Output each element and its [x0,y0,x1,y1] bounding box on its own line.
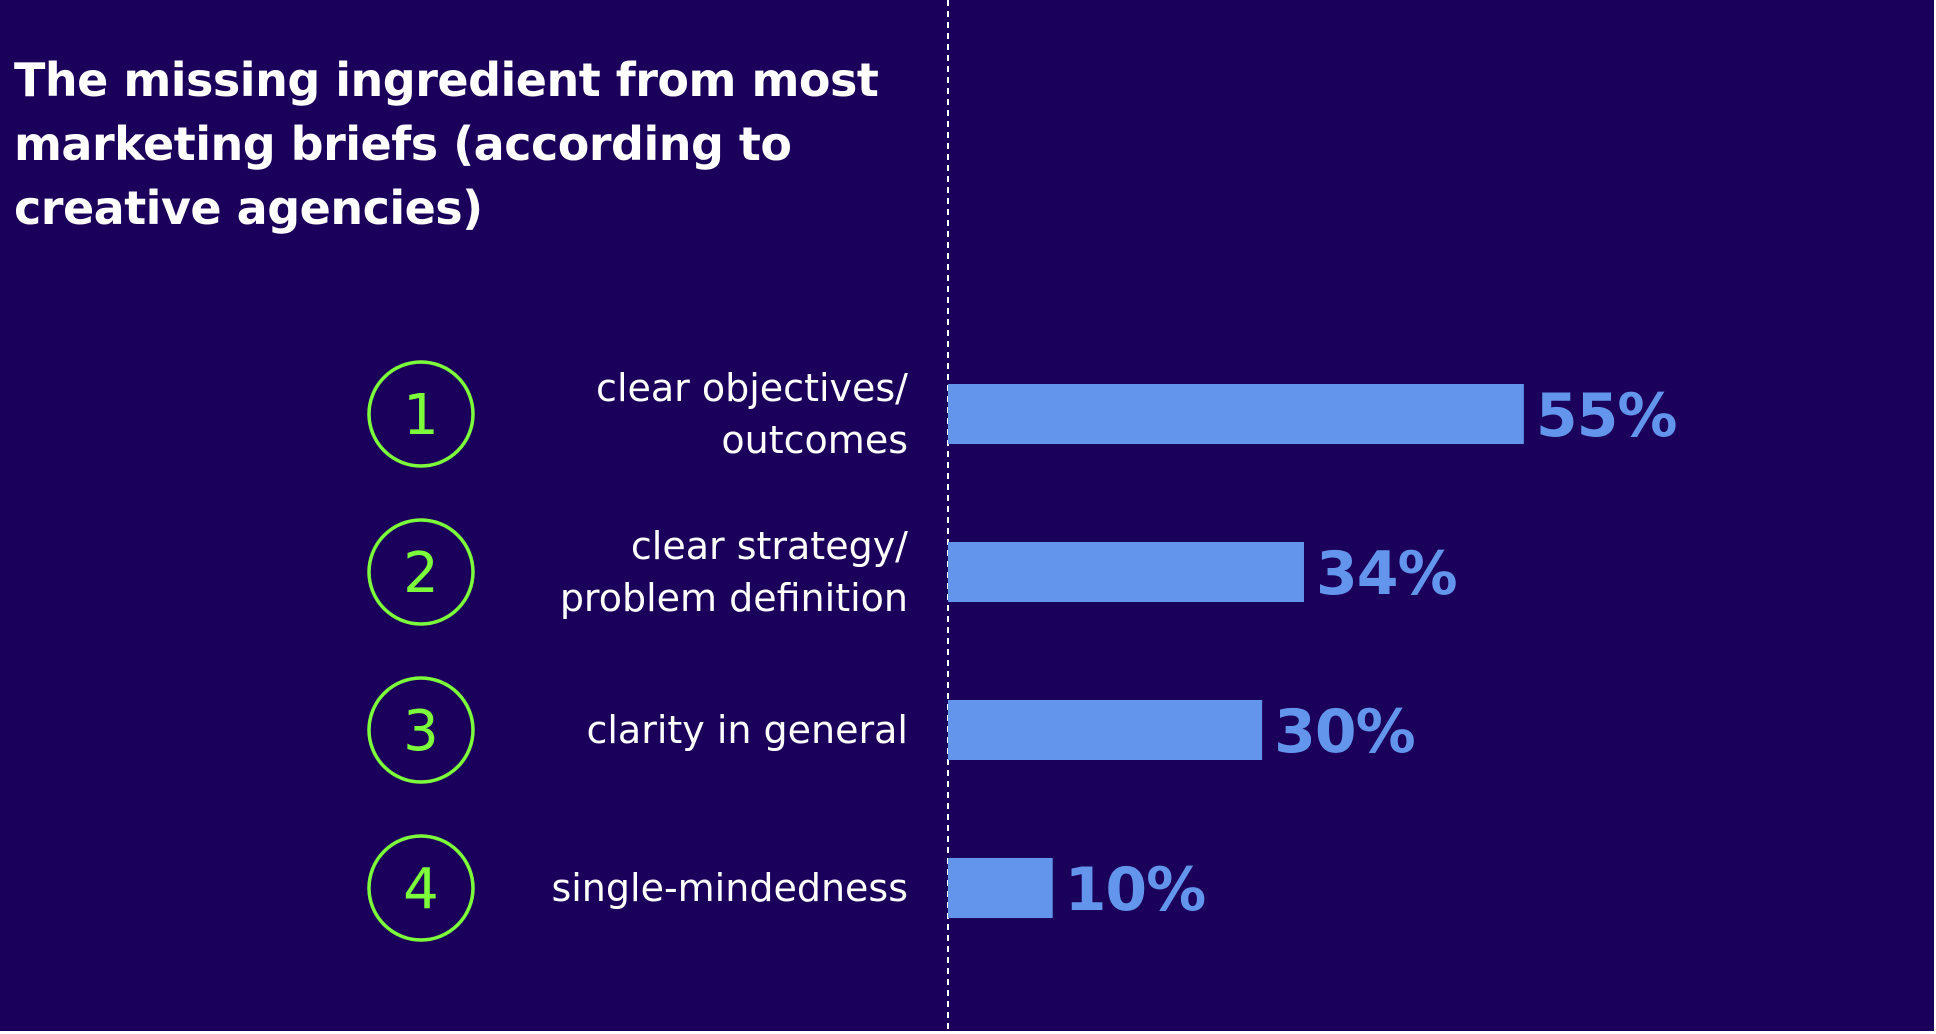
bar [948,700,1263,760]
rank-circle [367,834,475,942]
bar [948,542,1304,602]
value-label: 10% [1065,855,1206,925]
chart-title: The missing ingredient from most marketi… [14,53,879,235]
value-label: 55% [1536,381,1677,451]
value-label: 30% [1274,697,1415,767]
category-label: single-mindedness [551,866,908,910]
category-label: clear strategy/ [631,524,908,568]
bar [948,858,1053,918]
rank-number: 4 [403,857,439,922]
rank-number: 1 [403,383,439,448]
rank-number: 3 [403,699,439,764]
bar [948,384,1524,444]
rank-number: 2 [403,541,439,606]
category-label: clarity in general [586,708,908,752]
value-label: 34% [1316,539,1457,609]
category-label: problem definition [560,576,908,620]
category-label: outcomes [721,418,908,462]
category-label: clear objectives/ [596,366,908,410]
rank-circle [367,360,475,468]
rank-circle [367,518,475,626]
rank-circle [367,676,475,784]
